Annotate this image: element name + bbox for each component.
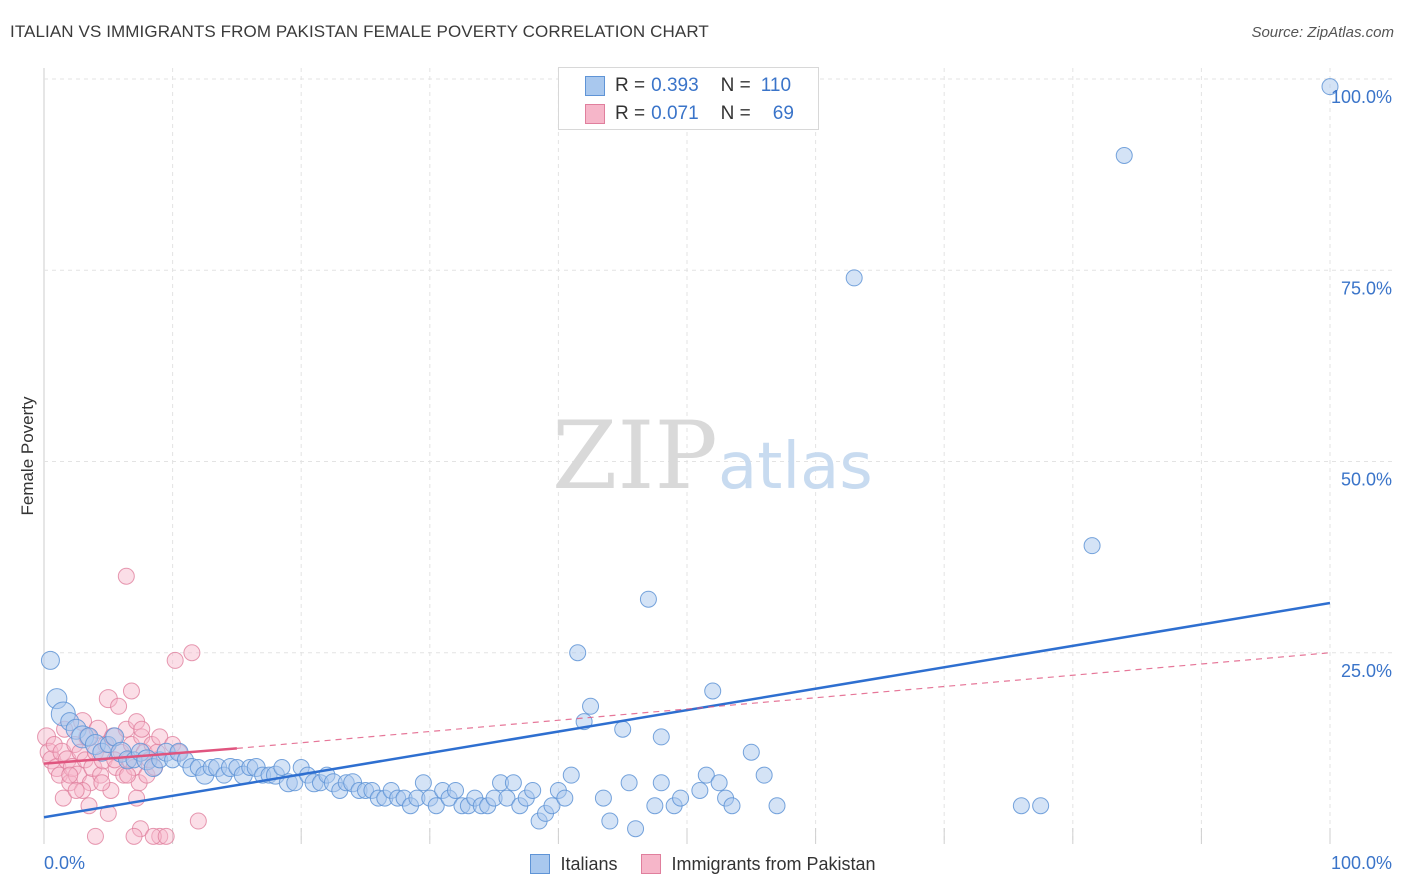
pakistan-point <box>67 781 85 799</box>
italians-point <box>556 789 574 807</box>
source-credit: Source: ZipAtlas.com <box>1251 24 1394 41</box>
x-tick-label: 0.0% <box>44 853 85 873</box>
italians-point <box>447 781 465 799</box>
italians-point <box>639 590 657 608</box>
pakistan-point <box>133 720 151 738</box>
watermark-zip: ZIP <box>552 402 718 511</box>
legend-item-italians[interactable]: Italians <box>530 854 617 875</box>
pakistan-point <box>125 827 143 845</box>
series-legend: Italians Immigrants from Pakistan <box>0 851 1406 877</box>
italians-point <box>1115 147 1133 164</box>
pakistan-point <box>166 651 184 669</box>
x-tick-label: 100.0% <box>1331 853 1392 873</box>
y-tick-label: 25.0% <box>1341 661 1392 681</box>
pakistan-point <box>119 766 137 784</box>
n-value: 69 <box>772 103 794 124</box>
italians-point <box>620 774 638 792</box>
r-label: R = <box>615 103 646 124</box>
pakistan-point <box>151 827 169 845</box>
italians-point <box>845 269 863 287</box>
pakistan-point <box>45 736 63 754</box>
pakistan-point <box>144 827 162 845</box>
pakistan-point <box>74 781 92 799</box>
pakistan-point <box>183 644 201 662</box>
pakistan-point <box>189 812 207 830</box>
italians-point <box>704 682 722 700</box>
italians-point <box>710 774 728 792</box>
legend-label: Immigrants from Pakistan <box>671 853 876 874</box>
italians-point <box>582 697 600 715</box>
n-label: N = <box>720 75 751 96</box>
pakistan-point <box>61 766 79 784</box>
legend-item-pakistan[interactable]: Immigrants from Pakistan <box>641 853 876 875</box>
italians-point <box>1083 537 1101 555</box>
italians-point <box>691 781 709 799</box>
italians-point <box>1012 797 1030 815</box>
italians-point <box>427 797 445 815</box>
italians-swatch <box>585 76 605 96</box>
italians-point <box>543 797 561 815</box>
x-tick-labels: 0.0% 100.0% <box>44 853 1392 873</box>
italians-point <box>40 650 60 670</box>
correlation-legend: R = 0.393 N = 110 R = 0.071 N = 69 <box>558 67 819 130</box>
r-label: R = <box>615 75 646 96</box>
italians-point <box>524 781 542 799</box>
italians-point <box>652 774 670 792</box>
n-label: N = <box>720 103 751 124</box>
legend-label: Italians <box>560 853 618 874</box>
pakistan-point <box>151 728 169 746</box>
italians-point <box>768 797 786 815</box>
italians-point <box>723 797 741 815</box>
italians-trend-line <box>43 601 1331 819</box>
italians-points <box>40 78 1339 838</box>
y-tick-label: 75.0% <box>1341 278 1392 298</box>
r-value: 0.393 <box>651 75 699 96</box>
pakistan-point <box>110 697 128 715</box>
italians-point <box>504 774 522 792</box>
pakistan-point <box>93 774 111 792</box>
italians-point <box>1321 78 1339 96</box>
pakistan-point <box>157 827 175 845</box>
grid-lines <box>43 68 1392 844</box>
italians-point <box>594 789 612 807</box>
pakistan-point <box>122 682 140 700</box>
pakistan-point <box>117 567 135 585</box>
r-value: 0.071 <box>651 103 699 124</box>
y-tick-label: 100.0% <box>1331 87 1392 107</box>
pakistan-point <box>54 789 72 807</box>
pakistan-swatch <box>585 104 605 124</box>
watermark-atlas: atlas <box>718 430 873 504</box>
italians-point <box>414 774 432 792</box>
italians-point <box>1032 797 1050 815</box>
italians-point <box>273 759 291 776</box>
italians-swatch <box>530 854 551 874</box>
pakistan-trend-solid <box>43 747 237 765</box>
italians-point <box>652 728 670 746</box>
italians-point <box>742 743 760 761</box>
pakistan-trend-dashed <box>236 652 1331 749</box>
chart-title: ITALIAN VS IMMIGRANTS FROM PAKISTAN FEMA… <box>10 22 709 41</box>
y-tick-labels: 100.0% 75.0% 50.0% 25.0% <box>1331 87 1392 681</box>
italians-point <box>672 789 690 807</box>
italians-point <box>627 820 645 838</box>
italians-point <box>562 766 580 784</box>
italians-point <box>755 766 773 784</box>
n-value: 110 <box>760 75 792 96</box>
italians-point <box>601 812 619 830</box>
italians-point <box>498 789 516 807</box>
italians-point <box>646 797 664 815</box>
pakistan-point <box>86 827 104 845</box>
italians-point <box>614 720 632 738</box>
trend-lines <box>43 601 1331 819</box>
legend-row-pakistan: R = 0.071 N = 69 <box>585 101 794 127</box>
legend-row-italians: R = 0.393 N = 110 <box>585 73 791 99</box>
y-tick-label: 50.0% <box>1341 470 1392 490</box>
italians-point <box>569 644 587 662</box>
italians-point <box>697 766 715 784</box>
pakistan-swatch <box>641 854 662 874</box>
